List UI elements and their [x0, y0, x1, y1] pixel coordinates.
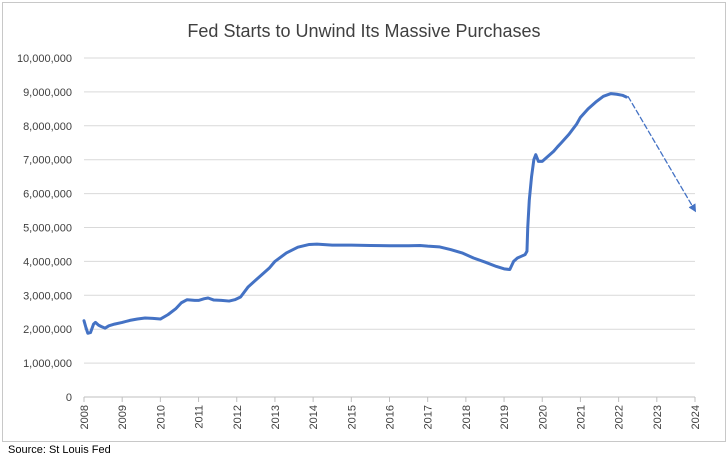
- chart-frame: [2, 2, 726, 442]
- y-axis-ticks: 0 1,000,000 2,000,000 3,000,000 4,000,000 5,0…: [17, 53, 72, 404]
- y-tick-label: 7,000,000: [23, 155, 72, 167]
- x-tick-label: 2014: [308, 405, 320, 429]
- y-tick-label: 0: [66, 392, 72, 404]
- x-tick-label: 2016: [385, 405, 397, 429]
- x-tick-label: 2019: [499, 405, 511, 429]
- x-tick-label: 2009: [117, 405, 129, 429]
- x-tick-label: 2021: [575, 405, 587, 429]
- x-tick-label: 2008: [79, 405, 91, 429]
- y-tick-label: 3,000,000: [23, 290, 72, 302]
- x-tick-label: 2013: [270, 405, 282, 429]
- y-tick-label: 5,000,000: [23, 223, 72, 235]
- source-note: Source: St Louis Fed: [8, 444, 111, 456]
- y-tick-label: 4,000,000: [23, 256, 72, 268]
- y-tick-label: 2,000,000: [23, 324, 72, 336]
- x-tick-label: 2011: [194, 405, 206, 429]
- x-tick-label: 2020: [537, 405, 549, 429]
- chart-title: Fed Starts to Unwind Its Massive Purchas…: [187, 21, 540, 41]
- x-axis-ticks: 2008 2009 2010 2011 2012 2013 2014 2015 2016 2017…: [79, 397, 702, 429]
- x-tick-label: 2010: [155, 405, 167, 429]
- y-tick-label: 9,000,000: [23, 87, 72, 99]
- x-tick-label: 2017: [423, 405, 435, 429]
- x-tick-label: 2012: [232, 405, 244, 429]
- x-tick-label: 2022: [614, 405, 626, 429]
- y-tick-label: 6,000,000: [23, 189, 72, 201]
- x-tick-label: 2023: [652, 405, 664, 429]
- balance-sheet-line: [82, 92, 628, 335]
- grid-lines: [84, 57, 695, 364]
- y-tick-label: 1,000,000: [23, 358, 72, 370]
- x-tick-label: 2018: [461, 405, 473, 429]
- y-tick-label: 8,000,000: [23, 121, 72, 133]
- series-group: [82, 92, 697, 335]
- y-tick-label: 10,000,000: [17, 53, 72, 65]
- x-tick-label: 2015: [346, 405, 358, 429]
- x-tick-label: 2024: [690, 405, 702, 429]
- projection-line: [627, 96, 697, 213]
